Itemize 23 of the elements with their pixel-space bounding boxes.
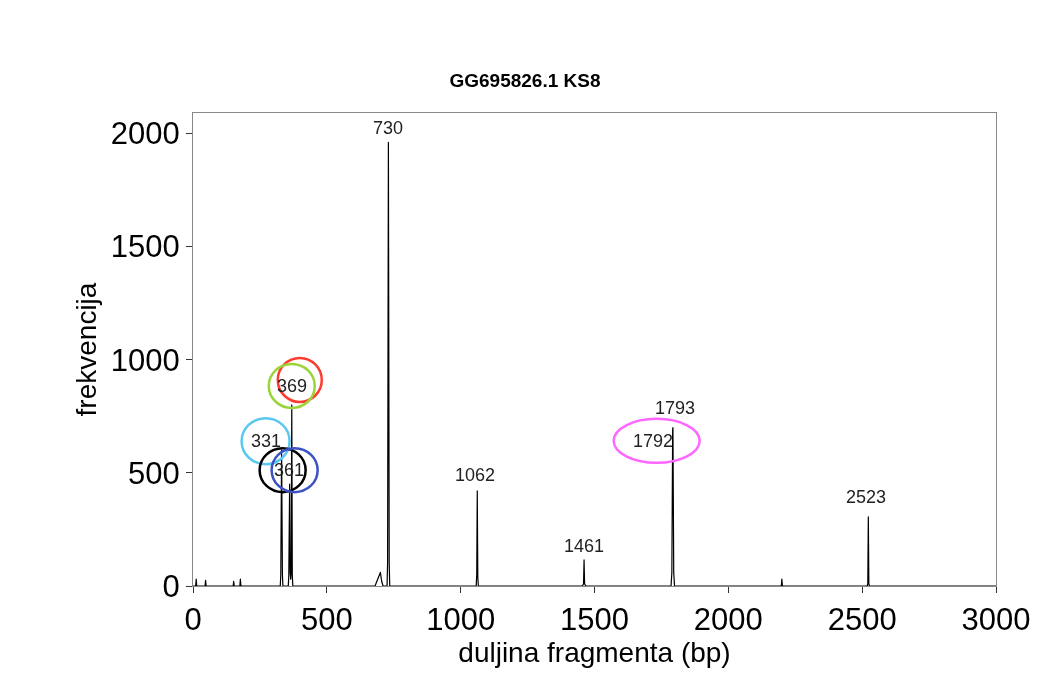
y-axis-title: frekvencija [70,282,102,417]
y-tick-label: 1000 [110,342,180,378]
x-tick-label: 3000 [961,602,1031,638]
x-tick-label: 500 [300,602,353,638]
y-tick-label: 1500 [110,229,180,265]
annotation: 331 [251,431,282,451]
line-series [193,141,996,586]
annotation: 1792 [633,431,674,451]
x-tick-label: 2000 [693,602,763,638]
x-tick-label: 1500 [560,602,629,638]
annotation: 1461 [564,536,605,556]
chart-title: GG695826.1 KS8 [449,69,601,91]
x-axis-title: duljina fragmenta (bp) [458,637,731,669]
x-tick-label: 2500 [827,602,897,638]
y-tick-label: 2000 [110,116,180,152]
x-tick-label: 1000 [426,602,496,638]
y-tick-label: 500 [128,455,180,491]
annotation: 1062 [455,465,496,485]
annotation: 2523 [846,487,887,507]
annotation: 1793 [655,398,696,418]
x-tick-label: 0 [184,602,202,638]
annotation: 730 [373,118,404,138]
y-tick-label: 0 [162,568,180,604]
